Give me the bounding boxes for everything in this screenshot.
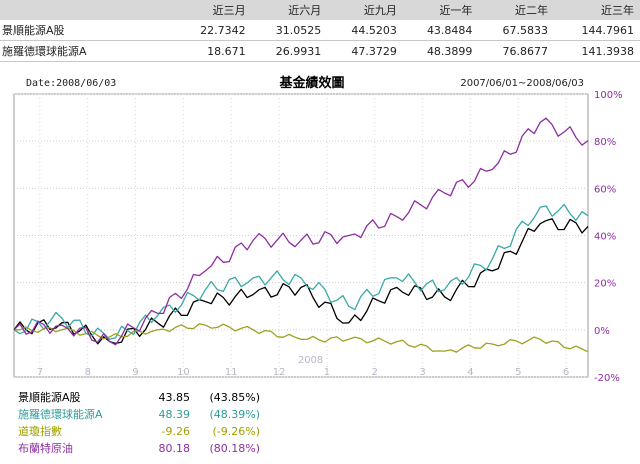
legend-pct: (43.85%) [209,391,260,404]
chart-labels: 100%80%60%40%20%0%-20%7 8 9 10 11 12 1 2 3 4 5 6200… [26,75,623,384]
table-header-row: 近三月 近六月 近九月 近一年 近二年 近三年 [0,0,640,20]
table-cell: 47.3729 [327,40,403,62]
legend-name: 布蘭特原油 [18,442,73,455]
table-cell: 67.5833 [478,20,555,41]
legend-item: 施羅德環球能源A 48.39 (48.39%) [18,406,260,423]
series-line [14,323,589,353]
chart-legend: 景順能源A股 43.85 (43.85%) 施羅德環球能源A 48.39 (48.39%)… [18,389,260,457]
legend-item: 布蘭特原油 80.18 (80.18%) [18,440,260,457]
legend-pct: (-9.26%) [212,425,261,438]
chart-series [13,117,589,353]
x-year-label: 2008 [298,355,323,366]
y-tick-label: 40% [594,232,616,243]
legend-value: -9.26 [161,425,190,438]
table-header-period: 近三月 [176,0,252,20]
fund-name[interactable]: 景順能源A股 [0,20,176,41]
date-range-label: 2007/06/01~2008/06/03 [460,78,584,89]
legend-name: 道瓊指數 [18,425,62,438]
x-tick-label: 4 [467,367,473,378]
chart-title: 基金績效圖 [278,75,344,91]
table-cell: 44.5203 [327,20,403,41]
legend-value: 48.39 [158,408,191,421]
performance-chart: 100%80%60%40%20%0%-20%7 8 9 10 11 12 1 2 3 4 5 6200… [13,75,623,384]
legend-item: 景順能源A股 43.85 (43.85%) [18,389,260,406]
performance-table: 近三月 近六月 近九月 近一年 近二年 近三年 景順能源A股 22.7342 31.0525 4… [0,0,640,62]
table-cell: 31.0525 [251,20,328,41]
legend-pct: (48.39%) [209,408,260,421]
x-tick-label: 10 [177,367,190,378]
y-tick-label: 100% [594,90,623,101]
table-cell: 141.3938 [554,40,640,62]
legend-name: 景順能源A股 [18,391,81,404]
table-header-period: 近二年 [478,0,555,20]
table-header-period: 近六月 [251,0,328,20]
table-cell: 144.7961 [554,20,640,41]
table-header-period: 近一年 [402,0,479,20]
legend-pct: (80.18%) [209,442,260,455]
fund-name[interactable]: 施羅德環球能源A [0,40,176,62]
table-header-fund [0,0,176,20]
table-cell: 48.3899 [402,40,479,62]
x-tick-label: 8 [85,367,91,378]
x-tick-label: 9 [132,367,138,378]
table-row: 景順能源A股 22.7342 31.0525 44.5203 43.8484 67.583… [0,20,640,41]
y-tick-label: 80% [594,137,616,148]
x-tick-label: 3 [419,367,425,378]
date-label: Date:2008/06/03 [26,78,116,89]
y-tick-label: 20% [594,279,616,290]
chart-grid [13,93,589,378]
x-tick-label: 1 [324,367,330,378]
x-tick-label: 5 [515,367,521,378]
legend-value: 43.85 [158,391,191,404]
x-tick-label: 7 [37,367,43,378]
legend-item: 道瓊指數 -9.26 (-9.26%) [18,423,260,440]
plot-frame [13,93,589,378]
table-cell: 43.8484 [402,20,479,41]
legend-name: 施羅德環球能源A [18,408,103,421]
series-line [13,117,589,346]
x-tick-label: 6 [563,367,569,378]
series-line [13,203,589,340]
table-cell: 18.671 [176,40,252,62]
x-tick-label: 11 [225,367,238,378]
table-cell: 26.9931 [251,40,328,62]
y-tick-label: 0% [594,326,610,337]
y-tick-label: -20% [594,373,620,384]
table-header-period: 近三年 [554,0,640,20]
table-cell: 22.7342 [176,20,252,41]
table-row: 施羅德環球能源A 18.671 26.9931 47.3729 48.3899 76.86… [0,40,640,62]
legend-value: 80.18 [158,442,191,455]
table-cell: 76.8677 [478,40,555,62]
x-tick-label: 2 [372,367,378,378]
table-header-period: 近九月 [327,0,403,20]
y-tick-label: 60% [594,184,616,195]
x-tick-label: 12 [273,367,286,378]
